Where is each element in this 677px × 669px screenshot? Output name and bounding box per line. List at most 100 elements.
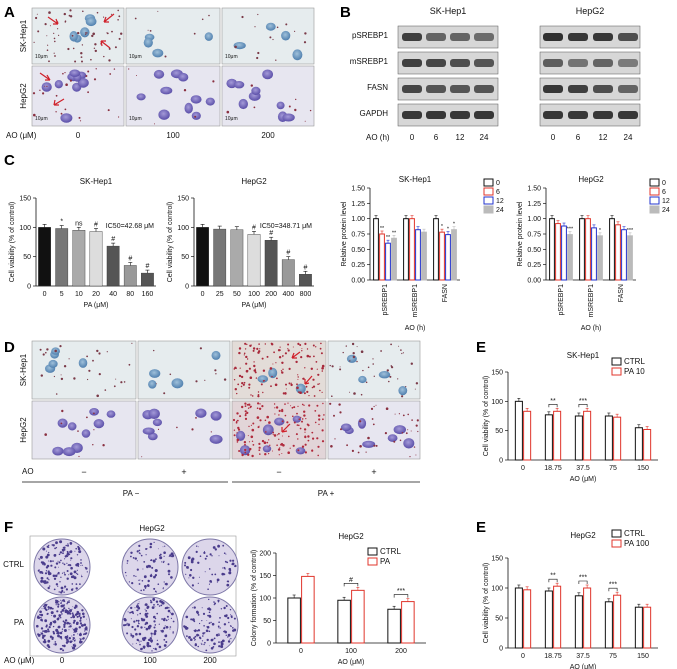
lipid-droplet	[264, 453, 267, 456]
colony	[229, 638, 230, 640]
colony	[72, 646, 76, 650]
colony	[55, 600, 59, 604]
x-tick-label: 800	[300, 291, 312, 298]
colony	[78, 633, 82, 637]
blot-band	[568, 33, 588, 41]
colony	[130, 618, 132, 620]
lipid-droplet	[247, 435, 249, 437]
colony	[168, 573, 170, 576]
lipid-droplet	[87, 378, 89, 381]
colony	[49, 623, 52, 626]
lipid-droplet	[297, 378, 299, 380]
legend-label: PA 10	[624, 367, 645, 376]
colony	[147, 579, 150, 583]
colony	[127, 623, 131, 627]
colony	[233, 617, 236, 620]
colony	[48, 626, 51, 629]
colony	[64, 555, 68, 558]
colony	[69, 609, 72, 613]
colony	[71, 583, 74, 585]
lipid-droplet	[253, 364, 256, 368]
lipid-droplet	[102, 444, 105, 447]
lipid-droplet	[36, 13, 38, 15]
lipid-droplet	[244, 448, 247, 452]
colony	[219, 617, 221, 619]
colony	[43, 605, 45, 608]
lipid-droplet	[251, 440, 254, 442]
colony	[61, 628, 64, 630]
lipid-droplet	[279, 447, 281, 449]
lipid-droplet	[234, 388, 237, 391]
lipid-droplet	[276, 26, 279, 29]
lipid-droplet	[331, 395, 333, 398]
significance-mark: #	[303, 264, 307, 271]
colony	[138, 603, 140, 605]
colony	[172, 631, 174, 633]
x-tick-label: 18.75	[544, 653, 562, 660]
colony	[40, 616, 42, 619]
significance-bracket	[393, 594, 409, 598]
blot-strip	[397, 77, 499, 101]
lipid-droplet	[321, 367, 324, 370]
cell-nucleus	[80, 27, 90, 38]
bar	[609, 218, 615, 281]
lipid-droplet	[96, 349, 99, 353]
colony	[151, 650, 153, 652]
lipid-droplet	[272, 363, 274, 365]
cell-nucleus	[357, 418, 367, 429]
lipid-droplet	[123, 381, 126, 383]
colony	[134, 628, 137, 631]
colony	[197, 629, 201, 632]
colony	[138, 621, 139, 623]
colony	[80, 562, 82, 564]
colony	[53, 614, 57, 618]
panel-d-micrographs: SK-Hep1 HepG2 AO − + − + PA − PA +	[19, 340, 421, 498]
colony	[73, 621, 75, 623]
bar	[597, 235, 603, 281]
colony	[42, 636, 44, 639]
lipid-droplet	[61, 409, 64, 413]
colony	[68, 574, 70, 576]
lipid-droplet	[115, 378, 117, 380]
lipid-droplet	[244, 405, 247, 407]
colony	[137, 619, 140, 622]
lipid-droplet	[322, 418, 324, 421]
cell-nucleus	[265, 22, 276, 31]
colony	[41, 608, 43, 610]
colony	[153, 632, 157, 636]
lipid-droplet	[367, 366, 370, 369]
lipid-droplet	[250, 344, 252, 346]
scale-bar-label: 10μm	[129, 54, 142, 60]
colony	[138, 583, 141, 585]
colony	[138, 579, 140, 581]
cell-nucleus	[152, 418, 162, 427]
lipid-droplet	[259, 348, 261, 350]
colony	[58, 601, 60, 603]
significance-mark: #	[252, 224, 256, 231]
colony	[157, 583, 160, 585]
colony	[208, 598, 210, 601]
lipid-droplet	[280, 443, 282, 446]
lipid-droplet	[407, 429, 409, 431]
colony	[40, 613, 44, 617]
lipid-droplet	[273, 403, 276, 405]
colony	[78, 550, 82, 554]
lipid-droplet	[302, 377, 304, 380]
colony	[209, 583, 211, 584]
bar	[544, 590, 553, 649]
plates-x-100: 100	[143, 656, 157, 665]
lipid-droplet	[245, 369, 249, 373]
lipid-droplet	[86, 355, 88, 358]
lipid-droplet	[88, 369, 91, 372]
lipid-droplet	[284, 392, 287, 394]
colony	[61, 609, 65, 612]
lipid-droplet	[60, 374, 62, 376]
legend-label: PA 100	[624, 539, 650, 548]
significance-mark: ***	[579, 398, 587, 405]
colony	[61, 604, 64, 608]
lipid-droplet	[44, 23, 47, 26]
lipid-droplet	[94, 49, 98, 53]
colony	[164, 625, 166, 627]
colony	[197, 645, 199, 648]
